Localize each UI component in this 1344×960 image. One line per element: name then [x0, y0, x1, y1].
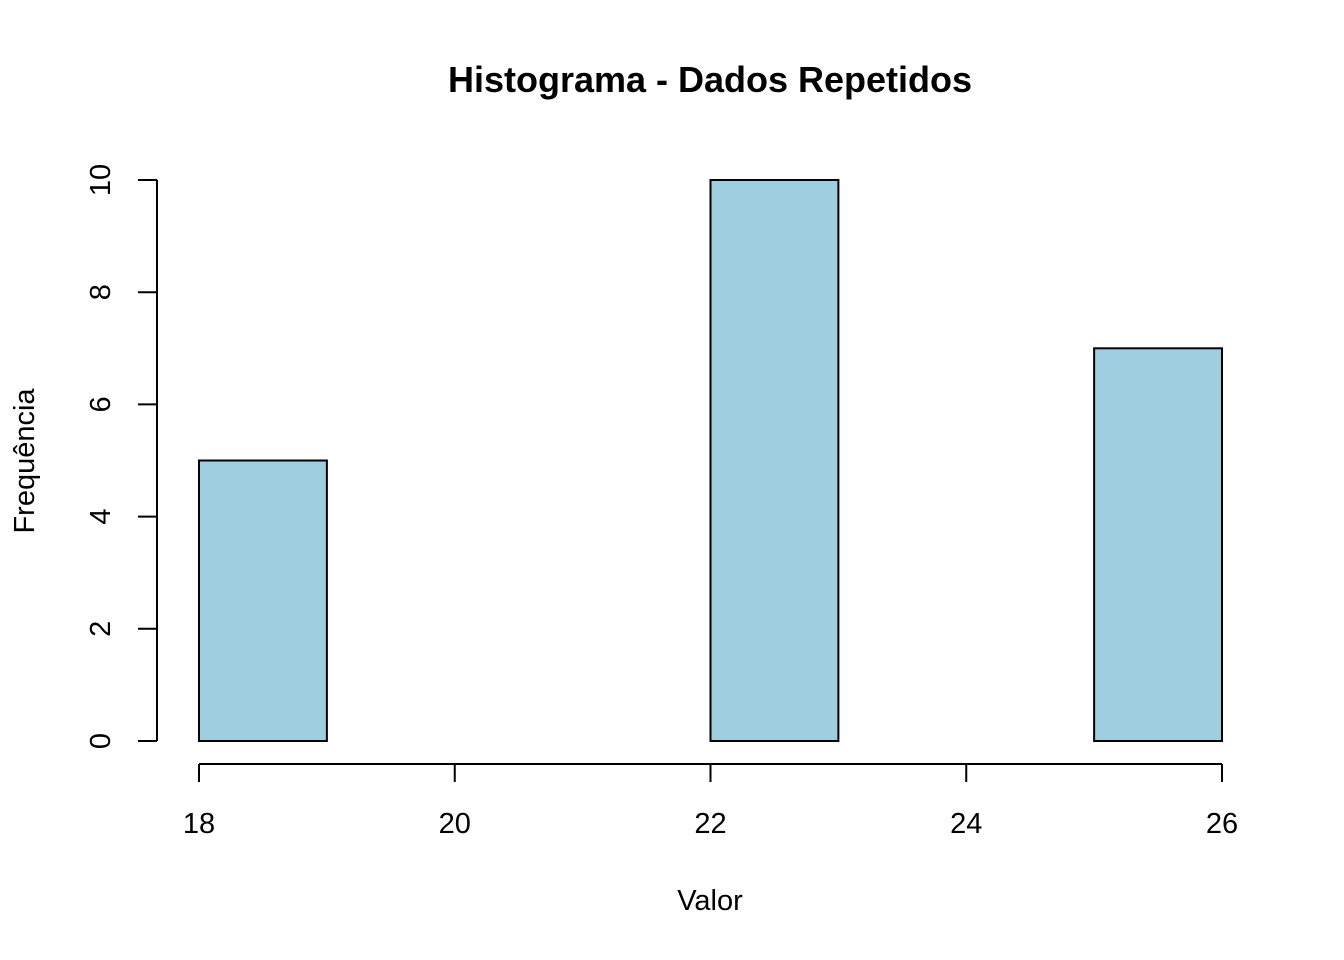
- histogram-bar-0: [198, 459, 328, 742]
- y-tick-label: 2: [85, 621, 117, 637]
- y-tick-label: 10: [85, 164, 117, 196]
- x-axis-label: Valor: [677, 885, 743, 917]
- chart-title: Histograma - Dados Repetidos: [448, 59, 972, 100]
- y-axis: 0 2 4 6 8 10: [85, 164, 158, 749]
- histogram-bar-7: [1093, 347, 1223, 742]
- y-tick-label: 4: [85, 509, 117, 525]
- x-tick-label: 22: [694, 808, 726, 840]
- y-tick-label: 0: [85, 733, 117, 749]
- x-tick-label: 20: [439, 808, 471, 840]
- histogram-bar-4: [709, 179, 840, 742]
- x-tick-label: 24: [950, 808, 982, 840]
- y-tick-label: 8: [85, 284, 117, 300]
- y-tick-label: 6: [85, 396, 117, 412]
- bars-group: [198, 179, 1223, 742]
- x-axis: 18 20 22 24 26: [183, 763, 1238, 840]
- x-tick-label: 18: [183, 808, 215, 840]
- x-tick-label: 26: [1206, 808, 1238, 840]
- y-axis-label: Frequência: [9, 388, 41, 534]
